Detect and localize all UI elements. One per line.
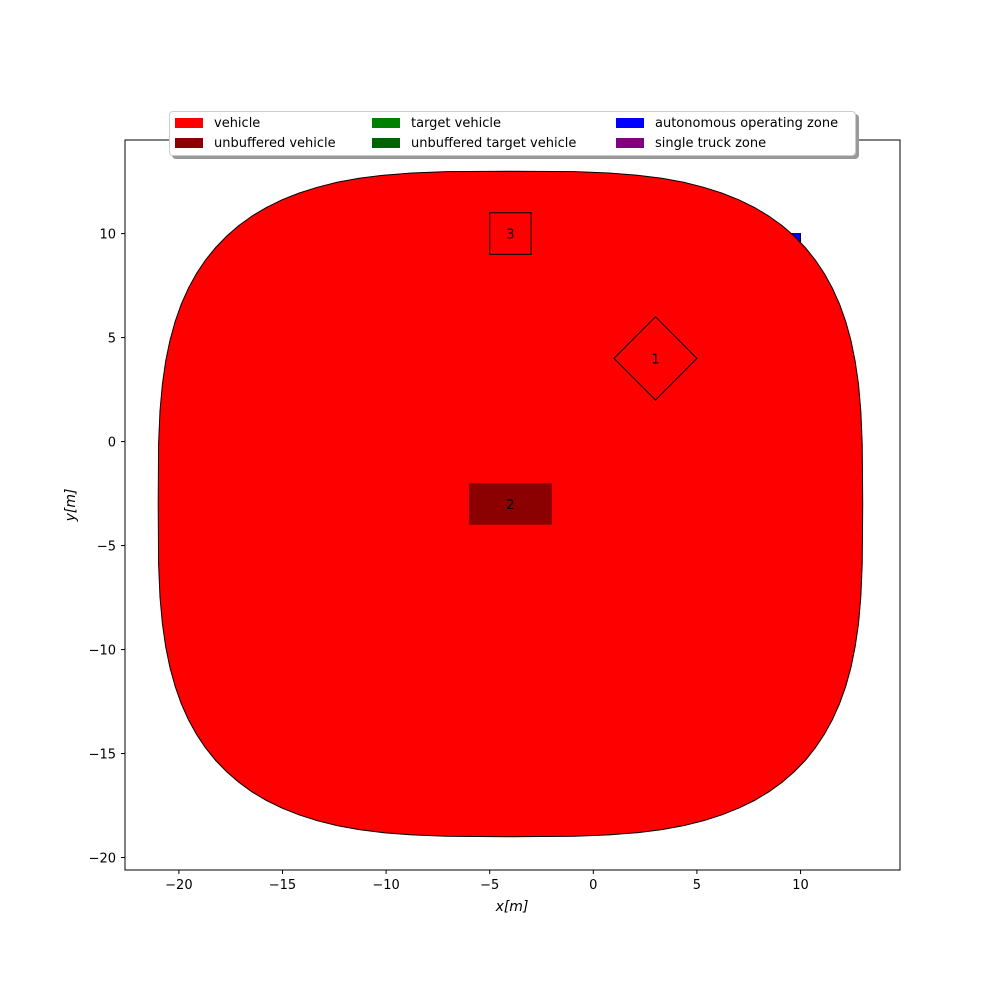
y-axis-label: y[m]	[63, 489, 79, 523]
y-tick-label: −10	[89, 644, 116, 659]
legend-label: target vehicle	[411, 115, 501, 131]
x-tick-label: −10	[372, 878, 399, 893]
y-tick-label: 0	[108, 436, 116, 451]
y-tick-label: −5	[97, 540, 116, 555]
legend-swatch	[372, 118, 400, 128]
x-axis-label: x[m]	[495, 899, 529, 915]
x-tick-label: 5	[693, 878, 701, 893]
y-axis: −20 −15 −10 −5 0 5 10	[89, 228, 125, 867]
y-tick-label: −20	[89, 852, 116, 867]
x-axis: −20 −15 −10 −5 0 5 10	[165, 870, 809, 893]
y-tick-label: 10	[99, 228, 116, 243]
vehicle-label-2: 2	[506, 498, 514, 513]
vehicle-2	[469, 483, 552, 525]
legend: vehicle unbuffered vehicle target vehicle u…	[169, 111, 856, 156]
y-tick-label: 5	[108, 332, 116, 347]
plot-area: 1 2 3	[157, 170, 864, 838]
legend-label: unbuffered target vehicle	[411, 135, 577, 151]
x-tick-label: −20	[165, 878, 192, 893]
legend-label: unbuffered vehicle	[214, 135, 336, 151]
x-tick-label: 0	[589, 878, 597, 893]
legend-label: single truck zone	[655, 135, 767, 151]
x-tick-label: 10	[792, 878, 809, 893]
legend-item: vehicle	[175, 114, 260, 132]
legend-label: autonomous operating zone	[655, 115, 839, 131]
legend-item: unbuffered target vehicle	[372, 134, 576, 152]
legend-item: target vehicle	[372, 114, 501, 132]
legend-item: single truck zone	[616, 134, 766, 152]
vehicle-3	[489, 212, 532, 255]
legend-item: unbuffered vehicle	[175, 134, 336, 152]
legend-swatch	[372, 138, 400, 148]
vehicle-label-3: 3	[506, 228, 514, 243]
legend-label: vehicle	[214, 115, 261, 131]
y-tick-label: −15	[89, 748, 116, 763]
legend-item: autonomous operating zone	[616, 114, 838, 132]
x-tick-label: −5	[480, 878, 499, 893]
legend-swatch	[175, 138, 203, 148]
vehicle-1	[613, 316, 698, 401]
legend-swatch	[175, 118, 203, 128]
vehicle-label-1: 1	[651, 352, 659, 367]
x-tick-label: −15	[269, 878, 296, 893]
legend-swatch	[616, 118, 644, 128]
legend-swatch	[616, 138, 644, 148]
